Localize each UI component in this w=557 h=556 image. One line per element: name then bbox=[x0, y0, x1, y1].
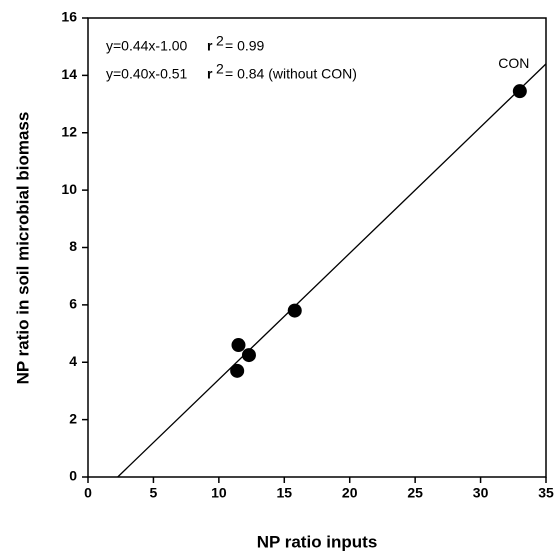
x-tick-label: 25 bbox=[407, 485, 423, 501]
x-tick-label: 35 bbox=[538, 485, 554, 501]
y-tick-label: 8 bbox=[69, 238, 77, 254]
y-tick-label: 12 bbox=[61, 123, 77, 139]
y-tick-label: 6 bbox=[69, 296, 77, 312]
annotation-equation: y=0.40x-0.51 bbox=[106, 66, 188, 82]
y-axis-title: NP ratio in soil microbial biomass bbox=[13, 112, 32, 385]
x-axis-title: NP ratio inputs bbox=[257, 532, 378, 551]
y-tick-label: 10 bbox=[61, 181, 77, 197]
x-tick-label: 15 bbox=[276, 485, 292, 501]
y-tick-label: 14 bbox=[61, 66, 77, 82]
x-tick-label: 0 bbox=[84, 485, 92, 501]
x-tick-label: 5 bbox=[150, 485, 158, 501]
x-tick-label: 10 bbox=[211, 485, 227, 501]
fit-line bbox=[117, 63, 547, 478]
y-tick-label: 2 bbox=[69, 410, 77, 426]
point bbox=[512, 84, 527, 99]
plot-frame bbox=[87, 17, 547, 478]
y-tick-label: 16 bbox=[61, 9, 77, 25]
x-tick-label: 20 bbox=[342, 485, 358, 501]
point bbox=[231, 338, 246, 353]
point-label: CON bbox=[498, 55, 529, 71]
y-tick-label: 4 bbox=[69, 353, 77, 369]
point bbox=[230, 363, 245, 378]
point bbox=[287, 303, 302, 318]
annotation-r2: = 0.99 bbox=[225, 38, 265, 54]
y-tick-label: 0 bbox=[69, 468, 77, 484]
annotation-r: r bbox=[207, 38, 213, 54]
annotation-r-sup: 2 bbox=[216, 33, 224, 49]
annotation-equation: y=0.44x-1.00 bbox=[106, 38, 188, 54]
x-tick-label: 30 bbox=[473, 485, 489, 501]
annotation-r2: = 0.84 (without CON) bbox=[225, 66, 357, 82]
annotation-r: r bbox=[207, 66, 213, 82]
point bbox=[241, 348, 256, 363]
annotation-r-sup: 2 bbox=[216, 61, 224, 77]
